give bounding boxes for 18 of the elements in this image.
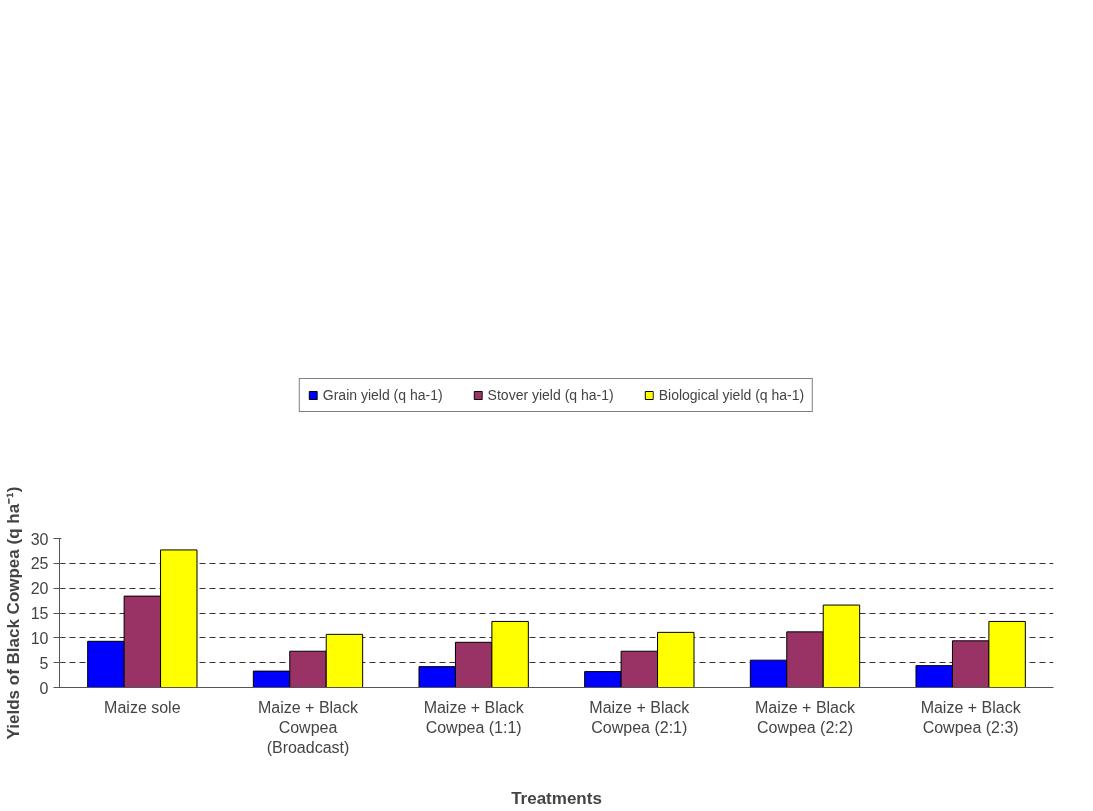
y-tick-label: 5	[39, 654, 49, 672]
y-tick-label: 20	[30, 580, 49, 598]
x-tick-label: Maize + Black Cowpea (Broadcast)	[257, 698, 360, 757]
x-tick-label: Maize + Black Cowpea (2:2)	[754, 698, 857, 736]
y-tick-label: 25	[30, 555, 49, 573]
x-tick-label: Maize + Black Cowpea (1:1)	[423, 698, 525, 736]
x-tick-label: Maize + Black Cowpea (2:3)	[920, 698, 1022, 736]
x-tick-label: Maize sole	[104, 698, 181, 716]
y-axis-title: Yields of Black Cowpea (q ha⁻¹)	[3, 486, 23, 740]
x-tick-label: Maize + Black Cowpea (2:1)	[589, 698, 691, 736]
legend-label: Grain yield (q ha-1)	[322, 387, 443, 403]
legend-label: Stover yield (q ha-1)	[487, 387, 614, 403]
y-tick-label: 15	[30, 605, 49, 622]
legend-label: Biological yield (q ha-1)	[658, 387, 805, 403]
y-tick-label: 10	[30, 629, 49, 647]
x-axis-title: Treatments	[511, 789, 602, 809]
y-tick-label: 30	[30, 530, 49, 548]
y-tick-label: 0	[39, 679, 49, 697]
